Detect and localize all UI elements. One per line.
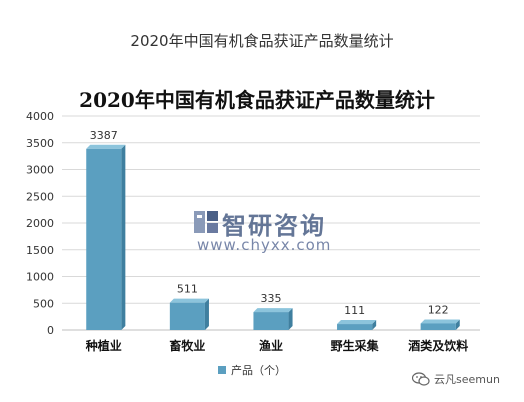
y-tick-label: 3000 xyxy=(26,164,54,177)
chart-container: 2020年中国有机食品获证产品数量统计 0 500 1000 1500 2000 2500… xyxy=(22,74,492,384)
bar xyxy=(420,323,456,330)
legend-label: 产品（个） xyxy=(231,363,286,377)
bar-top xyxy=(420,319,460,324)
y-tick-label: 500 xyxy=(33,297,54,310)
footer-mark: 云凡seemun xyxy=(412,371,500,387)
bar-side xyxy=(372,320,377,330)
bar-top xyxy=(253,308,293,313)
bar xyxy=(337,324,373,330)
data-label: 335 xyxy=(261,292,282,305)
y-tick-label: 2000 xyxy=(26,217,54,230)
legend-swatch xyxy=(218,366,226,374)
watermark-brand: 智研咨询 xyxy=(222,212,326,240)
x-tick-label: 酒类及饮料 xyxy=(408,338,468,353)
watermark-url: www.chyxx.com xyxy=(197,236,332,254)
x-tick-label: 渔业 xyxy=(259,338,283,353)
bar xyxy=(253,312,289,330)
y-tick-label: 0 xyxy=(47,324,54,337)
y-tick-label: 2500 xyxy=(26,190,54,203)
brand-logo-icon xyxy=(194,211,218,233)
x-tick-label: 野生采集 xyxy=(331,338,380,353)
x-tick-label: 畜牧业 xyxy=(169,338,205,353)
y-tick-label: 4000 xyxy=(26,110,54,123)
bar-side xyxy=(204,298,209,330)
data-label: 3387 xyxy=(90,129,118,142)
bar-top xyxy=(337,320,377,325)
bar xyxy=(169,302,205,330)
bar-side xyxy=(288,308,293,330)
bar-top xyxy=(169,298,209,303)
y-tick-label: 1500 xyxy=(26,244,54,257)
data-label: 511 xyxy=(177,283,198,296)
y-tick-label: 1000 xyxy=(26,271,54,284)
bar-top xyxy=(86,144,126,149)
data-label: 111 xyxy=(344,304,365,317)
page-title: 2020年中国有机食品获证产品数量统计 xyxy=(130,32,394,50)
bar-side xyxy=(455,319,460,330)
wechat-icon xyxy=(412,372,430,386)
footer-account: 云凡seemun xyxy=(434,373,500,386)
bar xyxy=(86,148,122,330)
y-tick-label: 3500 xyxy=(26,137,54,150)
data-label: 122 xyxy=(428,303,449,316)
bar-side xyxy=(121,144,126,330)
bar-chart-svg: 0 500 1000 1500 2000 2500 3000 3500 4000 3387 种植业 5… xyxy=(26,110,480,377)
chart-title: 2020年中国有机食品获证产品数量统计 xyxy=(79,88,435,112)
x-tick-label: 种植业 xyxy=(85,338,122,353)
